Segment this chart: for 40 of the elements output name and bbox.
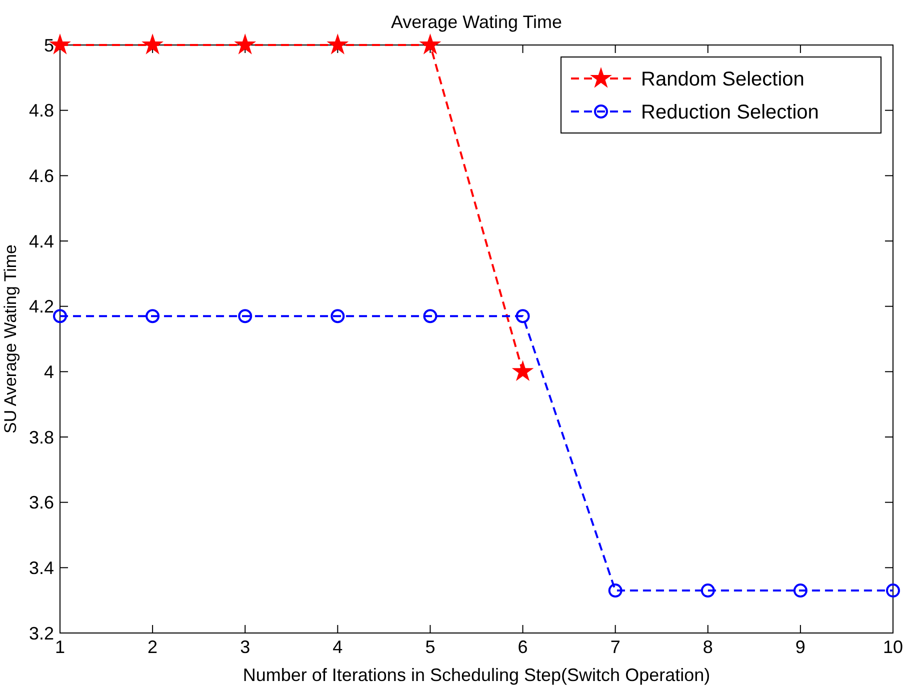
y-tick-label: 4 [44, 362, 54, 382]
y-tick-label: 3.8 [28, 427, 54, 448]
point [235, 34, 256, 54]
y-tick-label: 4.8 [28, 100, 54, 121]
point [516, 309, 530, 324]
x-axis-title: Number of Iterations in Scheduling Step(Switch Operation) [242, 665, 710, 685]
y-tick-label: 3.2 [28, 623, 54, 644]
y-tick-label: 3.4 [28, 558, 54, 578]
y-axis-title: SU Average Wating Time [1, 244, 20, 434]
legend-label: Random Selection [641, 68, 804, 90]
chart-title: Average Wating Time [390, 12, 562, 32]
x-tick-label: 10 [882, 637, 904, 657]
legend-label: Reduction Selection [641, 102, 819, 124]
point [423, 309, 438, 324]
point [793, 584, 808, 598]
x-tick-label: 6 [518, 637, 528, 657]
point [146, 309, 160, 324]
x-tick-label: 7 [610, 637, 620, 657]
x-tick-label: 9 [795, 637, 806, 657]
y-tick-label: 4.6 [28, 166, 54, 186]
x-tick-label: 5 [425, 637, 436, 657]
x-tick-label: 2 [148, 637, 158, 657]
point [53, 309, 67, 324]
y-tick-label: 4.4 [28, 231, 54, 252]
point [420, 34, 440, 54]
point [330, 309, 345, 324]
point [512, 361, 533, 380]
point [238, 309, 252, 324]
x-tick-label: 4 [332, 637, 343, 657]
point [886, 584, 900, 598]
y-tick-label: 3.6 [28, 492, 54, 513]
y-tick-label: 5 [44, 35, 54, 56]
point [608, 584, 622, 598]
point [142, 34, 162, 54]
point [328, 34, 348, 54]
y-tick-label: 4.2 [28, 296, 54, 317]
x-tick-label: 8 [702, 637, 713, 657]
x-tick-label: 1 [54, 637, 66, 657]
point [700, 584, 715, 598]
x-tick-label: 3 [240, 637, 250, 657]
